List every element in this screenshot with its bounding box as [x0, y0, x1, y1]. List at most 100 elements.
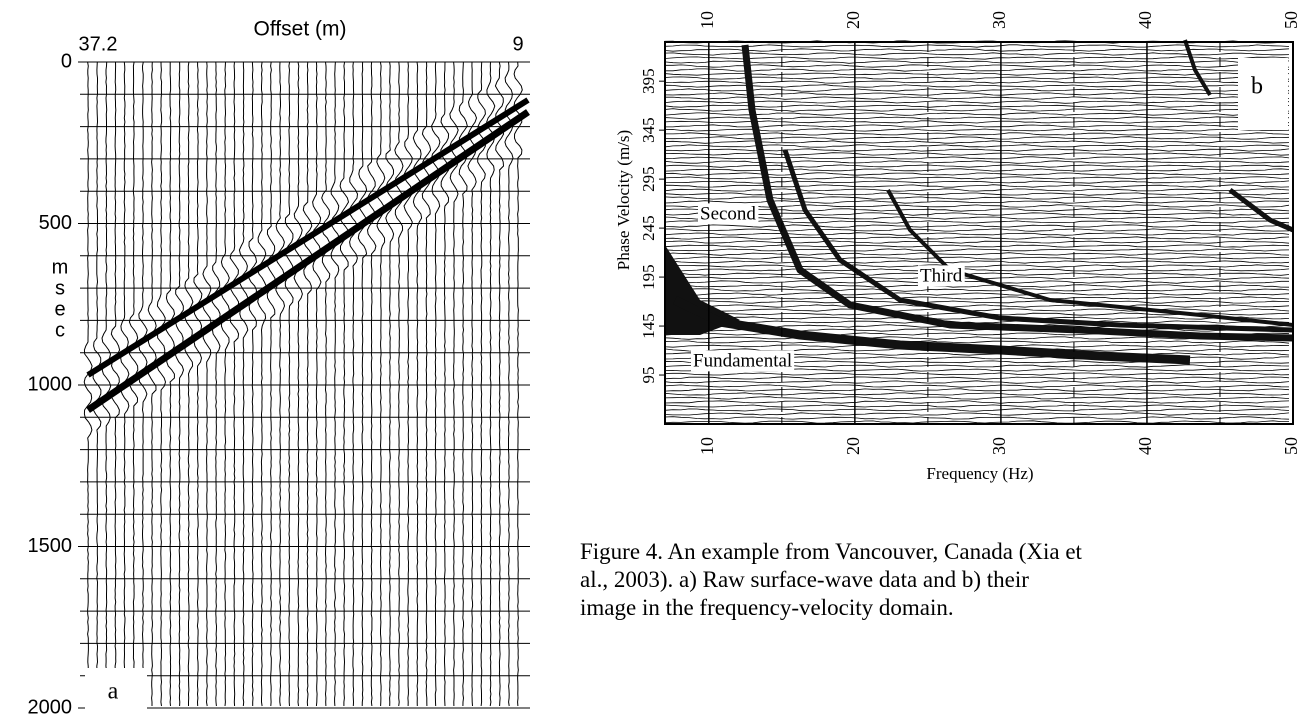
trace: [664, 124, 1289, 128]
trace: [664, 400, 1290, 404]
trace: [430, 61, 441, 707]
y-tick-label: 1500: [28, 535, 73, 557]
trace: [664, 200, 1290, 204]
trace: [664, 84, 1290, 88]
trace: [467, 61, 478, 707]
energy-band: [782, 149, 1294, 333]
trace: [494, 61, 505, 707]
x-tick-label: 30: [989, 437, 1009, 455]
trace: [184, 61, 194, 706]
trace: [664, 336, 1290, 340]
trace: [330, 61, 340, 707]
trace: [664, 104, 1290, 108]
trace: [664, 296, 1290, 300]
y-axis-label: Phase Velocity (m/s): [614, 130, 633, 270]
x-axis-label: Frequency (Hz): [926, 464, 1033, 483]
label-bg: [918, 265, 965, 287]
trace: [664, 380, 1290, 384]
trace: [138, 61, 148, 706]
trace: [664, 52, 1290, 56]
trace: [664, 80, 1289, 84]
y-tick-label: 195: [639, 264, 658, 290]
x-tick-label-top: 10: [697, 11, 717, 29]
caption-line: al., 2003). a) Raw surface-wave data and…: [580, 567, 1029, 592]
y-tick-label: 295: [639, 166, 658, 192]
trace: [664, 68, 1290, 72]
caption-line: image in the frequency-velocity domain.: [580, 595, 954, 620]
event: [86, 109, 530, 413]
energy-band: [886, 189, 1294, 327]
y-tick-label: 245: [639, 215, 658, 241]
trace: [664, 412, 1290, 416]
trace: [664, 268, 1290, 272]
trace: [486, 61, 496, 707]
trace: [664, 128, 1290, 132]
trace: [664, 208, 1290, 212]
trace: [664, 232, 1290, 236]
caption-line: Figure 4. An example from Vancouver, Can…: [580, 539, 1082, 564]
trace: [477, 61, 486, 707]
trace: [664, 172, 1290, 176]
trace: [664, 212, 1290, 216]
unit-letter: m: [52, 256, 69, 278]
trace: [275, 61, 286, 707]
trace: [248, 61, 258, 706]
trace: [664, 236, 1290, 240]
trace: [664, 96, 1290, 100]
trace: [664, 132, 1290, 136]
trace: [664, 116, 1290, 120]
trace: [412, 61, 423, 707]
trace: [348, 61, 359, 707]
panel-letter: b: [1251, 74, 1263, 100]
trace: [664, 192, 1290, 196]
trace: [664, 76, 1290, 80]
trace: [664, 72, 1290, 76]
x-tick-label-top: 50: [1281, 11, 1301, 29]
trace: [664, 396, 1290, 400]
trace: [664, 280, 1289, 284]
trace: [664, 196, 1290, 200]
offset-label: 9: [512, 33, 523, 55]
trace: [664, 248, 1290, 252]
y-tick-label: 0: [61, 50, 72, 72]
y-tick-label: 395: [639, 68, 658, 94]
panel-title: Offset (m): [254, 18, 347, 41]
trace: [664, 88, 1290, 92]
trace: [147, 61, 157, 706]
x-tick-label-top: 40: [1135, 11, 1155, 29]
trace: [664, 228, 1290, 232]
trace: [664, 260, 1290, 264]
trace: [664, 108, 1290, 112]
y-tick-label: 2000: [28, 696, 73, 718]
x-tick-label-top: 30: [989, 11, 1009, 29]
trace: [339, 61, 350, 706]
trace: [156, 61, 167, 707]
trace: [664, 404, 1290, 408]
trace: [664, 264, 1290, 268]
trace: [664, 120, 1290, 124]
event: [86, 97, 530, 378]
panel-letter: a: [108, 679, 119, 705]
trace: [664, 372, 1290, 376]
energy-band: [1228, 188, 1294, 233]
y-tick-label: 95: [639, 367, 658, 384]
energy-blob: [665, 245, 740, 335]
mode-label: Second: [700, 203, 756, 224]
offset-label: 37.2: [79, 33, 118, 55]
trace: [321, 61, 331, 707]
trace: [664, 44, 1290, 48]
letter-box: [1238, 58, 1288, 130]
letter-box: [85, 668, 147, 721]
trace: [664, 180, 1290, 184]
trace: [664, 304, 1290, 308]
trace: [664, 188, 1290, 192]
trace: [664, 384, 1290, 388]
panel-a: [78, 61, 530, 709]
mode-label: Third: [920, 265, 963, 286]
trace: [664, 168, 1290, 172]
energy-band: [741, 44, 1294, 342]
trace: [449, 61, 459, 707]
trace: [664, 388, 1290, 392]
trace: [110, 61, 121, 707]
